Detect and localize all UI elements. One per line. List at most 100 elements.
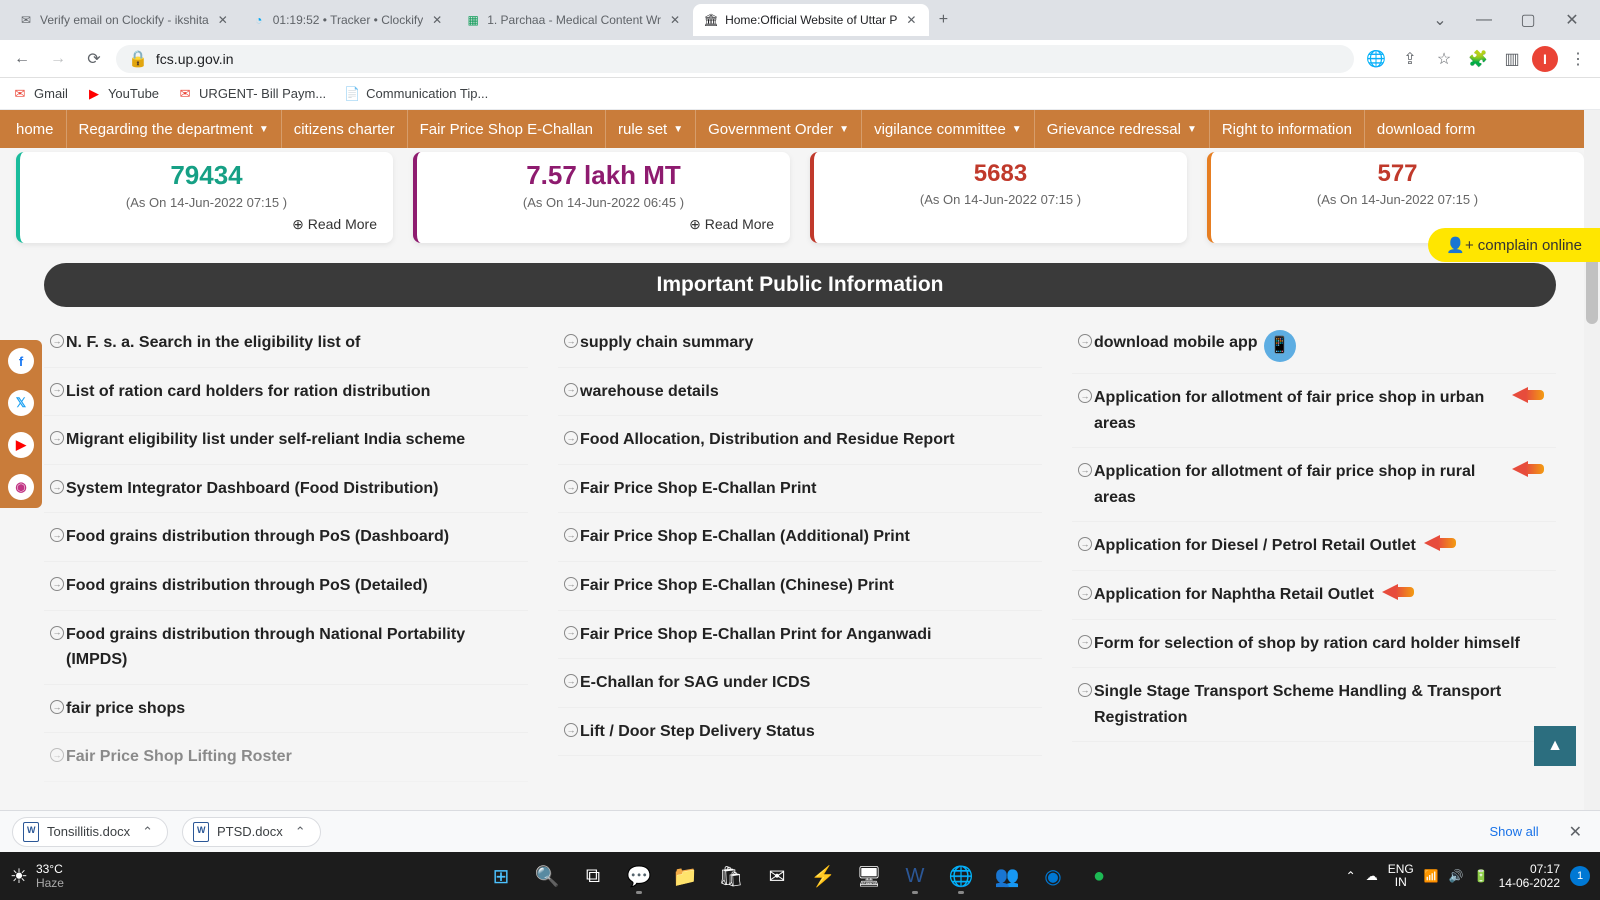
taskbar-explorer[interactable]: 📁	[665, 856, 705, 896]
link-item[interactable]: →Fair Price Shop E-Challan Print for Ang…	[558, 611, 1042, 660]
link-item[interactable]: →Fair Price Shop E-Challan (Chinese) Pri…	[558, 562, 1042, 611]
chevron-down-icon[interactable]: ⌄	[1420, 5, 1460, 35]
close-icon[interactable]: ✕	[429, 12, 445, 28]
link-item[interactable]: →Fair Price Shop E-Challan Print	[558, 465, 1042, 514]
taskbar-teams[interactable]: 👥	[987, 856, 1027, 896]
search-button[interactable]: 🔍	[527, 856, 567, 896]
link-item[interactable]: →fair price shops	[44, 685, 528, 734]
lang-2[interactable]: IN	[1388, 876, 1414, 889]
link-item[interactable]: →N. F. s. a. Search in the eligibility l…	[44, 319, 528, 368]
link-item[interactable]: →Lift / Door Step Delivery Status	[558, 708, 1042, 757]
back-button[interactable]: ←	[8, 45, 36, 73]
clock[interactable]: 07:17 14-06-2022	[1499, 862, 1560, 891]
scroll-to-top-button[interactable]: ▲	[1534, 726, 1576, 766]
instagram-link[interactable]: ◉	[0, 466, 42, 508]
link-item[interactable]: →Fair Price Shop Lifting Roster	[44, 733, 528, 782]
wifi-icon[interactable]: 📶	[1424, 869, 1439, 883]
taskbar-word[interactable]: W	[895, 856, 935, 896]
reload-button[interactable]: ⟳	[80, 45, 108, 73]
link-item[interactable]: →Food grains distribution through PoS (D…	[44, 562, 528, 611]
menu-icon[interactable]: ⋮	[1564, 45, 1592, 73]
link-item[interactable]: →E-Challan for SAG under ICDS	[558, 659, 1042, 708]
nav-department[interactable]: Regarding the department▼	[67, 110, 282, 148]
start-button[interactable]: ⊞	[481, 856, 521, 896]
minimize-button[interactable]: ―	[1464, 5, 1504, 35]
link-item[interactable]: →Food grains distribution through PoS (D…	[44, 513, 528, 562]
link-item[interactable]: →Single Stage Transport Scheme Handling …	[1072, 668, 1556, 742]
link-item[interactable]: →Application for Diesel / Petrol Retail …	[1072, 522, 1556, 571]
chevron-up-icon[interactable]: ⌃	[138, 824, 157, 840]
vertical-scrollbar[interactable]	[1584, 110, 1600, 810]
show-all-downloads-link[interactable]: Show all	[1489, 824, 1538, 839]
taskbar-chat[interactable]: 💬	[619, 856, 659, 896]
close-icon[interactable]: ✕	[215, 12, 231, 28]
nav-govorder[interactable]: Government Order▼	[696, 110, 862, 148]
forward-button[interactable]: →	[44, 45, 72, 73]
complain-online-button[interactable]: 👤+ complain online	[1428, 228, 1600, 262]
close-icon[interactable]: ✕	[667, 12, 683, 28]
download-item[interactable]: PTSD.docx ⌃	[182, 817, 321, 847]
profile-avatar[interactable]: I	[1532, 46, 1558, 72]
notification-badge[interactable]: 1	[1570, 866, 1590, 886]
link-item[interactable]: →System Integrator Dashboard (Food Distr…	[44, 465, 528, 514]
facebook-link[interactable]: f	[0, 340, 42, 382]
bookmark-youtube[interactable]: ▶ YouTube	[86, 86, 159, 102]
read-more-link[interactable]: Read More	[36, 216, 377, 233]
taskbar-app[interactable]: ⚡	[803, 856, 843, 896]
battery-icon[interactable]: 🔋	[1474, 869, 1489, 883]
link-item[interactable]: →Food Allocation, Distribution and Resid…	[558, 416, 1042, 465]
link-item[interactable]: →Application for allotment of fair price…	[1072, 448, 1556, 522]
taskbar-mail[interactable]: ✉	[757, 856, 797, 896]
youtube-link[interactable]: ▶	[0, 424, 42, 466]
link-item[interactable]: →Migrant eligibility list under self-rel…	[44, 416, 528, 465]
new-tab-button[interactable]: +	[929, 6, 957, 34]
nav-echallan[interactable]: Fair Price Shop E-Challan	[408, 110, 606, 148]
tab-0[interactable]: ✉ Verify email on Clockify - ikshita ✕	[8, 4, 241, 36]
taskbar-chrome[interactable]: 🌐	[941, 856, 981, 896]
close-icon[interactable]: ✕	[903, 12, 919, 28]
share-icon[interactable]: ⇪	[1396, 45, 1424, 73]
weather-widget[interactable]: ☀ 33°C Haze	[10, 862, 64, 890]
bookmark-gmail[interactable]: ✉ Gmail	[12, 86, 68, 102]
scrollbar-thumb[interactable]	[1586, 254, 1598, 324]
twitter-link[interactable]: 𝕏	[0, 382, 42, 424]
extensions-icon[interactable]: 🧩	[1464, 45, 1492, 73]
link-item[interactable]: →Application for allotment of fair price…	[1072, 374, 1556, 448]
volume-icon[interactable]: 🔊	[1449, 869, 1464, 883]
close-window-button[interactable]: ✕	[1552, 5, 1592, 35]
close-downloads-button[interactable]: ✕	[1563, 822, 1588, 842]
link-item[interactable]: →supply chain summary	[558, 319, 1042, 368]
tray-chevron-icon[interactable]: ⌃	[1346, 869, 1356, 883]
link-item[interactable]: →List of ration card holders for ration …	[44, 368, 528, 417]
read-more-link[interactable]: Read More	[433, 216, 774, 233]
link-item[interactable]: →Food grains distribution through Nation…	[44, 611, 528, 685]
link-item[interactable]: →warehouse details	[558, 368, 1042, 417]
chevron-up-icon[interactable]: ⌃	[291, 824, 310, 840]
nav-grievance[interactable]: Grievance redressal▼	[1035, 110, 1210, 148]
link-item[interactable]: →Form for selection of shop by ration ca…	[1072, 620, 1556, 669]
taskbar-spotify[interactable]: ●	[1079, 856, 1119, 896]
nav-rti[interactable]: Right to information	[1210, 110, 1365, 148]
bookmark-star-icon[interactable]: ☆	[1430, 45, 1458, 73]
nav-vigilance[interactable]: vigilance committee▼	[862, 110, 1035, 148]
taskbar-edge[interactable]: ◉	[1033, 856, 1073, 896]
translate-icon[interactable]: 🌐	[1362, 45, 1390, 73]
tab-3[interactable]: 🏛 Home:Official Website of Uttar P ✕	[693, 4, 929, 36]
nav-home[interactable]: home	[4, 110, 67, 148]
link-item[interactable]: →Application for Naphtha Retail Outlet	[1072, 571, 1556, 620]
nav-citizens[interactable]: citizens charter	[282, 110, 408, 148]
onedrive-icon[interactable]: ☁	[1366, 869, 1378, 883]
tab-2[interactable]: ▦ 1. Parchaa - Medical Content Wr ✕	[455, 4, 693, 36]
link-item[interactable]: →Fair Price Shop E-Challan (Additional) …	[558, 513, 1042, 562]
nav-download[interactable]: download form	[1365, 110, 1487, 148]
sidepanel-icon[interactable]: ▥	[1498, 45, 1526, 73]
link-item[interactable]: →download mobile app📱	[1072, 319, 1556, 374]
taskbar-store[interactable]: 🛍	[711, 856, 751, 896]
nav-ruleset[interactable]: rule set▼	[606, 110, 696, 148]
bookmark-comm[interactable]: 📄 Communication Tip...	[344, 86, 488, 102]
taskbar-screen[interactable]: 🖥	[849, 856, 889, 896]
task-view-button[interactable]: ⧉	[573, 856, 613, 896]
tab-1[interactable]: ◔ 01:19:52 • Tracker • Clockify ✕	[241, 4, 455, 36]
download-item[interactable]: Tonsillitis.docx ⌃	[12, 817, 168, 847]
bookmark-urgent[interactable]: ✉ URGENT- Bill Paym...	[177, 86, 326, 102]
